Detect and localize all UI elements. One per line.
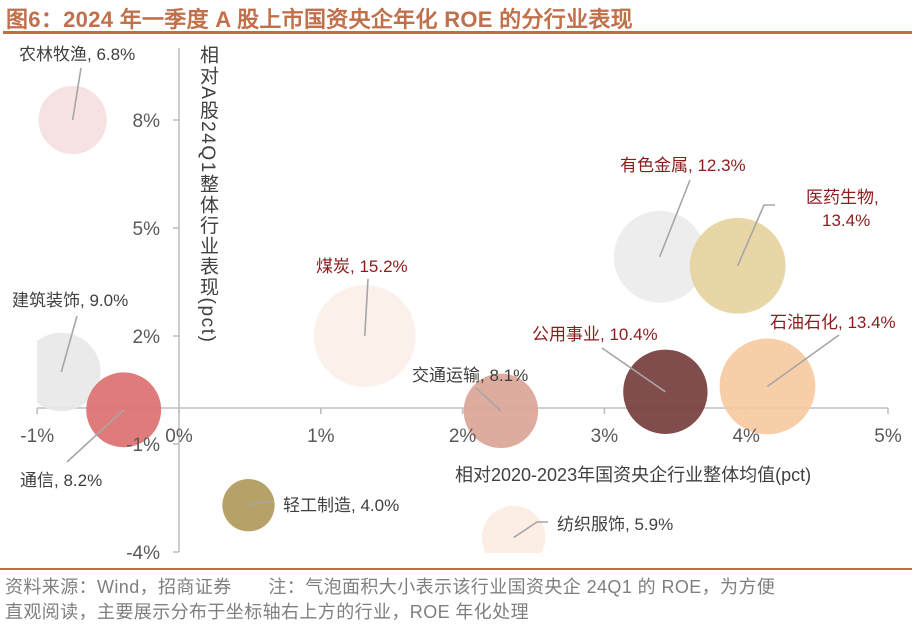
data-label-1: 农林牧渔, 6.8% bbox=[19, 45, 135, 64]
data-labels: 农林牧渔, 6.8% 建筑装饰, 9.0% 通信, 8.2% 轻工制造, 4.0% 煤炭… bbox=[12, 45, 896, 534]
y-tick-label: 8% bbox=[133, 111, 161, 132]
source-note-line-2: 直观阅读，主要展示分布于坐标轴右上方的行业，ROE 年化处理 bbox=[5, 602, 530, 622]
leader-lines bbox=[60, 67, 840, 539]
figure-title: 图6：2024 年一季度 A 股上市国资央企年化 ROE 的分行业表现 bbox=[6, 7, 633, 32]
data-label-9: 有色金属, 12.3% bbox=[620, 156, 746, 175]
data-label-text: 公用事业, 10.4% bbox=[532, 325, 658, 344]
x-tick-label: 0% bbox=[165, 426, 193, 447]
data-label-11: 石油石化, 13.4% bbox=[770, 313, 896, 332]
data-label-8: 公用事业, 10.4% bbox=[532, 325, 658, 344]
data-label-text: 煤炭, 15.2% bbox=[316, 257, 408, 276]
source-note-line-1: 资料来源：Wind，招商证券 注：气泡面积大小表示该行业国资央企 24Q1 的 … bbox=[5, 577, 776, 597]
y-tick-label: 5% bbox=[133, 219, 161, 240]
data-label-text: 纺织服饰, 5.9% bbox=[557, 515, 673, 534]
x-axis-title: 相对2020-2023年国资央企行业整体均值(pct) bbox=[455, 465, 811, 485]
x-tick-label: 1% bbox=[307, 426, 335, 447]
data-label-text: 医药生物, bbox=[806, 188, 879, 207]
data-label-7: 纺织服饰, 5.9% bbox=[557, 515, 673, 534]
leader-line-10 bbox=[736, 204, 775, 267]
bubble-point-11 bbox=[719, 338, 816, 435]
data-label-text: 通信, 8.2% bbox=[20, 471, 102, 490]
y-tick-label: 2% bbox=[133, 327, 161, 348]
x-tick-label: -1% bbox=[20, 426, 54, 447]
data-label-text: 农林牧渔, 6.8% bbox=[19, 45, 135, 64]
footer-divider bbox=[0, 568, 912, 570]
data-label-text: 有色金属, 12.3% bbox=[620, 156, 746, 175]
data-label-text: 轻工制造, 4.0% bbox=[283, 496, 399, 515]
x-tick-label: 3% bbox=[591, 426, 619, 447]
x-tick-label: 2% bbox=[449, 426, 477, 447]
bubble-point-7 bbox=[481, 505, 546, 553]
data-label-4: 轻工制造, 4.0% bbox=[283, 496, 399, 515]
y-axis-title: 相对A股24Q1整体行业表现(pct) bbox=[197, 45, 218, 344]
data-label-10: 医药生物, 13.4% bbox=[806, 188, 879, 230]
leader-line-4 bbox=[248, 501, 273, 506]
leader-line-7 bbox=[513, 521, 548, 539]
leader-line-6 bbox=[475, 387, 502, 412]
data-label-3: 通信, 8.2% bbox=[20, 471, 102, 490]
tick-labels: -1% 0% 1% 2% 3% 4% 5%-4%-1%2%5%8% bbox=[20, 111, 902, 564]
bubble-point-2 bbox=[37, 332, 101, 412]
data-label-text: 建筑装饰, 9.0% bbox=[12, 291, 128, 310]
title-divider bbox=[3, 31, 912, 34]
leader-line-11 bbox=[767, 334, 840, 388]
x-tick-label: 5% bbox=[874, 426, 902, 447]
leader-line-5 bbox=[363, 278, 369, 337]
leader-line-2 bbox=[60, 315, 78, 373]
leader-line-3 bbox=[66, 409, 125, 463]
y-tick-label: -1% bbox=[126, 435, 160, 456]
y-tick-label: -4% bbox=[126, 543, 160, 564]
x-tick-label: 4% bbox=[732, 426, 760, 447]
data-label-text: 石油石化, 13.4% bbox=[770, 313, 896, 332]
data-label-5: 煤炭, 15.2% bbox=[316, 257, 408, 276]
leader-line-1 bbox=[71, 67, 82, 121]
data-label-2: 建筑装饰, 9.0% bbox=[12, 291, 128, 310]
leader-line-9 bbox=[658, 179, 691, 258]
data-label-6: 交通运输, 8.1% bbox=[412, 366, 528, 385]
leader-line-8 bbox=[601, 347, 666, 393]
data-label-text: 交通运输, 8.1% bbox=[412, 366, 528, 385]
data-label-text: 13.4% bbox=[822, 211, 870, 230]
